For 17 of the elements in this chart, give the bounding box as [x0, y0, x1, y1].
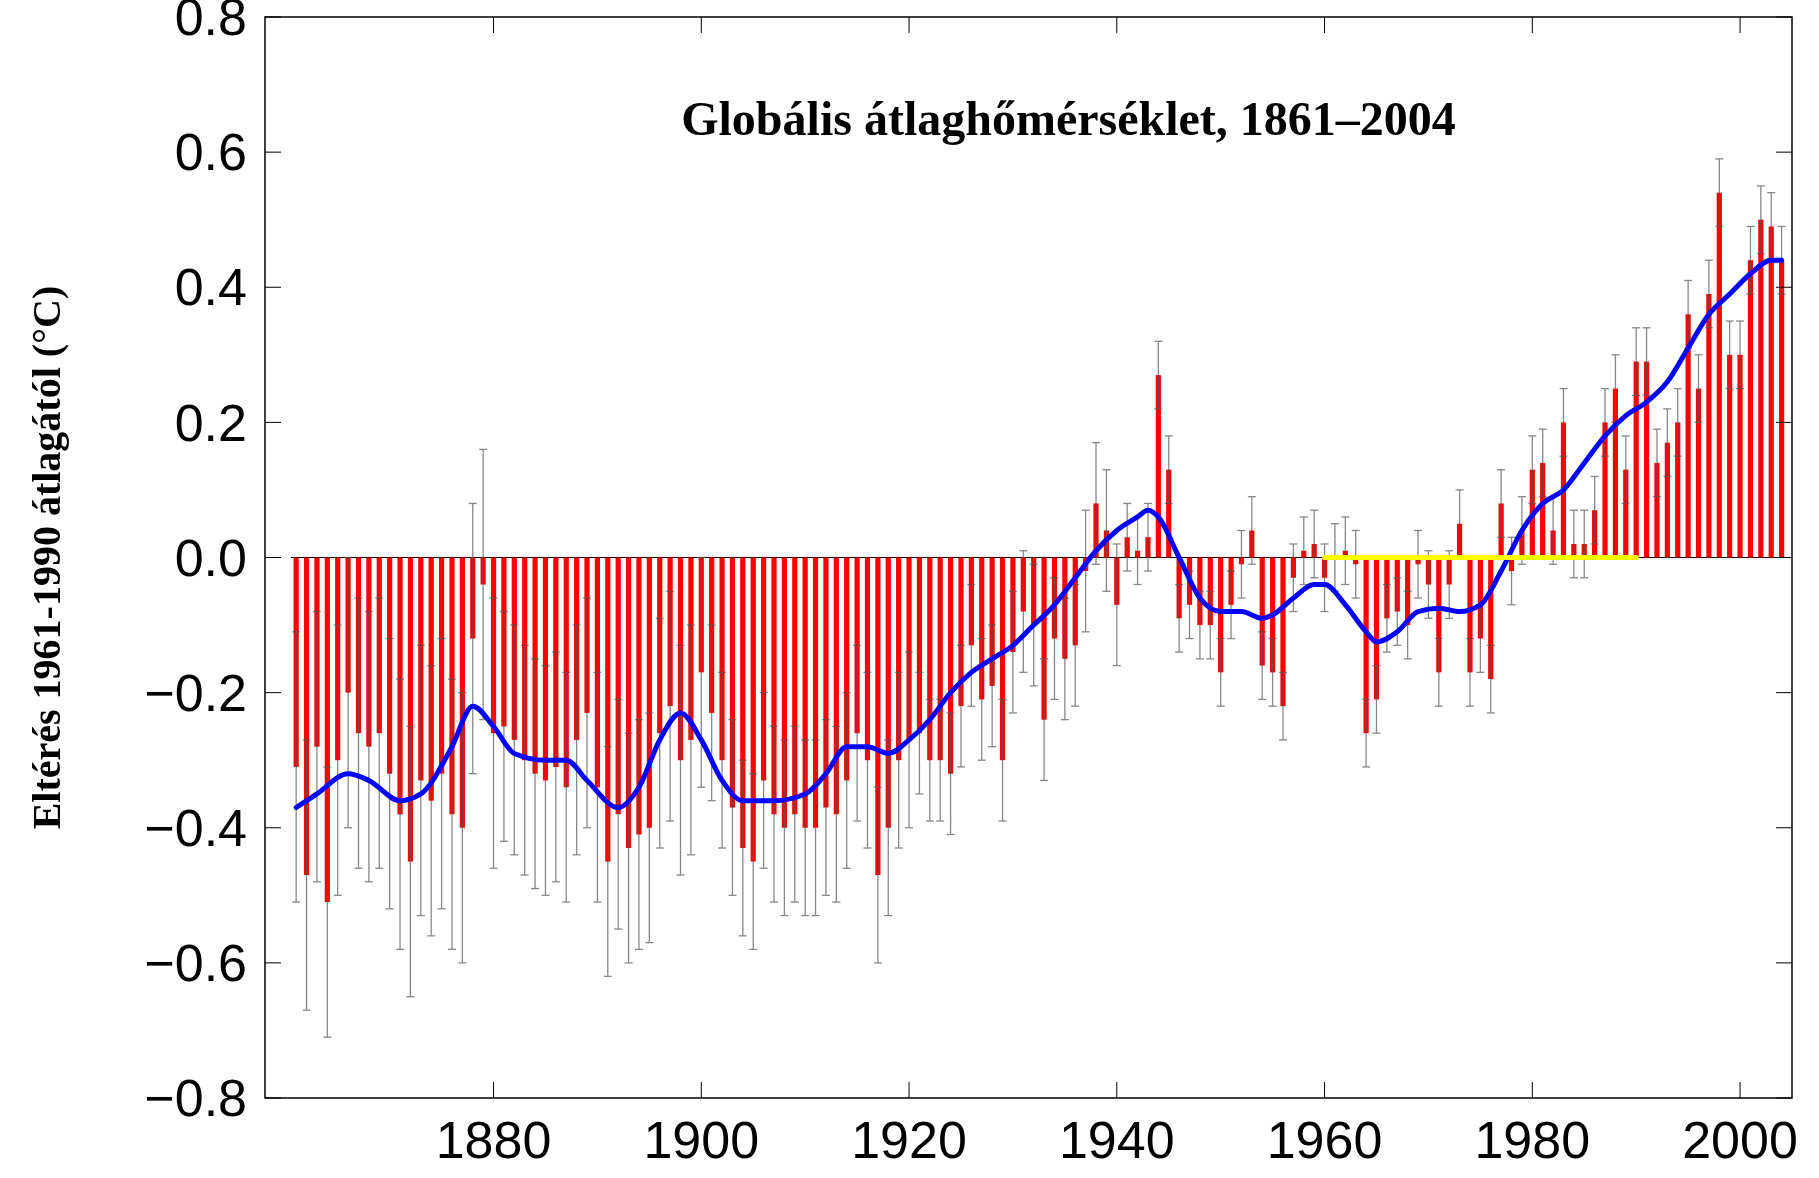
x-tick-label: 1940 — [1058, 1111, 1175, 1169]
y-tick-label: 0.2 — [174, 393, 247, 452]
text: Globális átlaghőmérséklet, 1861–2004 — [681, 92, 1456, 145]
x-tick-label: 1980 — [1474, 1111, 1591, 1169]
y-tick-label: −0.2 — [144, 663, 247, 722]
x-tick-label: 1920 — [851, 1111, 967, 1169]
y-tick-label: 0.6 — [174, 123, 247, 182]
x-tick-label: 1880 — [435, 1111, 552, 1169]
y-tick-label: −0.8 — [144, 1069, 247, 1128]
y-tick-label: 0.4 — [174, 258, 247, 317]
y-tick-label: −0.6 — [144, 934, 247, 993]
x-tick-label: 1960 — [1266, 1111, 1383, 1169]
y-axis-title: Eltérés 1961-1990 átlagától (°C) — [24, 285, 69, 830]
y-tick-label: 0.0 — [174, 528, 247, 587]
x-tick-label: 2000 — [1682, 1111, 1798, 1169]
x-tick-label: 1900 — [643, 1111, 760, 1169]
y-tick-label: −0.4 — [144, 798, 247, 857]
